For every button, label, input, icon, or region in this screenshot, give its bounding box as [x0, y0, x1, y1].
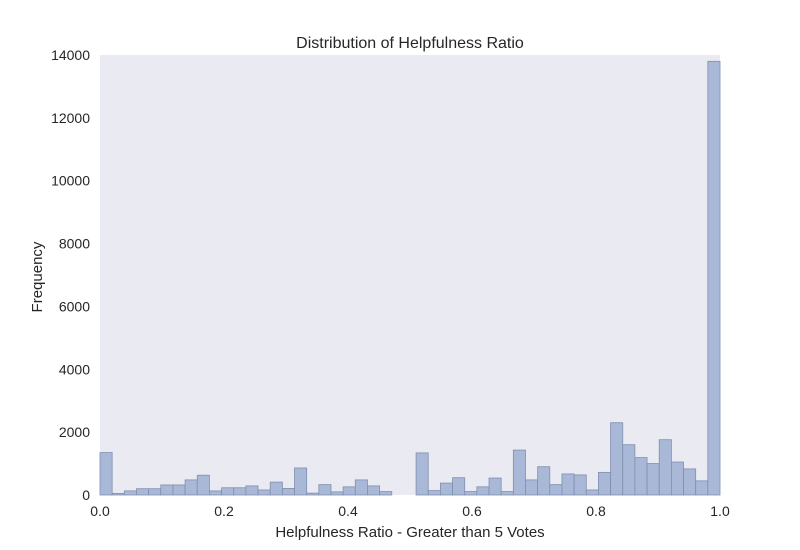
- y-tick-label: 14000: [51, 47, 90, 63]
- histogram-bar: [427, 490, 441, 496]
- histogram-bar: [646, 463, 660, 496]
- histogram-bar: [245, 485, 259, 496]
- histogram-bar: [136, 488, 150, 496]
- histogram-bar: [525, 479, 539, 496]
- y-tick-label: 10000: [51, 173, 90, 189]
- histogram-bar: [330, 491, 344, 496]
- x-tick-label: 0.2: [214, 503, 234, 519]
- histogram-bar: [670, 461, 684, 496]
- histogram-bar: [707, 60, 721, 496]
- x-tick-label: 0.6: [462, 503, 482, 519]
- histogram-bar: [683, 468, 697, 496]
- histogram-bar: [622, 444, 636, 496]
- x-tick-labels: 0.0 0.2 0.4 0.6 0.8 1.0: [90, 503, 730, 519]
- histogram-bar: [367, 485, 381, 496]
- histogram-bar: [610, 422, 624, 496]
- histogram-bar: [221, 487, 235, 496]
- x-tick-label: 0.0: [90, 503, 110, 519]
- histogram-bar: [342, 486, 356, 496]
- histogram-bar: [512, 449, 526, 496]
- histogram-bar: [561, 473, 575, 496]
- y-tick-label: 0: [82, 487, 90, 503]
- histogram-bar: [695, 480, 709, 496]
- histogram-bar: [306, 492, 320, 496]
- histogram-bar: [537, 466, 551, 496]
- histogram-bar: [318, 484, 332, 496]
- histogram-bar: [99, 452, 113, 496]
- histogram-bar: [233, 487, 247, 496]
- histogram-bar: [658, 439, 672, 496]
- histogram-bar: [452, 477, 466, 496]
- histogram-bar: [269, 481, 283, 496]
- histogram-bar: [476, 486, 490, 496]
- histogram-bar: [160, 484, 174, 496]
- y-tick-label: 8000: [59, 236, 90, 252]
- histogram-bar: [379, 491, 393, 496]
- y-tick-label: 12000: [51, 110, 90, 126]
- histogram-bar: [500, 491, 514, 496]
- histogram-bar: [172, 484, 186, 496]
- y-tick-label: 6000: [59, 298, 90, 314]
- x-tick-label: 0.8: [586, 503, 606, 519]
- histogram-bar: [439, 482, 453, 496]
- histogram-bar: [488, 477, 502, 496]
- histogram-bar: [123, 490, 137, 496]
- histogram-bar: [257, 489, 271, 496]
- histogram-bar: [634, 457, 648, 496]
- histogram-bar: [281, 487, 295, 496]
- histogram-bar: [415, 452, 429, 496]
- x-tick-label: 1.0: [710, 503, 730, 519]
- histogram-bar: [598, 471, 611, 496]
- y-axis-label: Frequency: [29, 241, 46, 312]
- histogram-bar: [354, 479, 368, 496]
- histogram-bar: [148, 488, 162, 496]
- chart-title: Distribution of Helpfulness Ratio: [296, 35, 524, 52]
- plot-area: [100, 55, 720, 495]
- histogram-bar: [549, 484, 563, 496]
- histogram-bar: [464, 491, 478, 496]
- y-tick-label: 4000: [59, 361, 90, 377]
- histogram-bar: [111, 493, 125, 496]
- y-tick-labels: 0 2000 4000 6000 8000 10000 12000 14000: [51, 47, 90, 503]
- x-axis-label: Helpfulness Ratio - Greater than 5 Votes: [275, 524, 544, 541]
- x-tick-label: 0.4: [338, 503, 358, 519]
- bars-group: [99, 60, 721, 496]
- y-tick-label: 2000: [59, 424, 90, 440]
- histogram-bar: [294, 467, 308, 496]
- histogram-bar: [209, 490, 222, 496]
- histogram-bar: [184, 479, 198, 496]
- histogram-bar: [585, 489, 599, 496]
- histogram-bar: [196, 474, 210, 496]
- histogram-bar: [573, 474, 587, 496]
